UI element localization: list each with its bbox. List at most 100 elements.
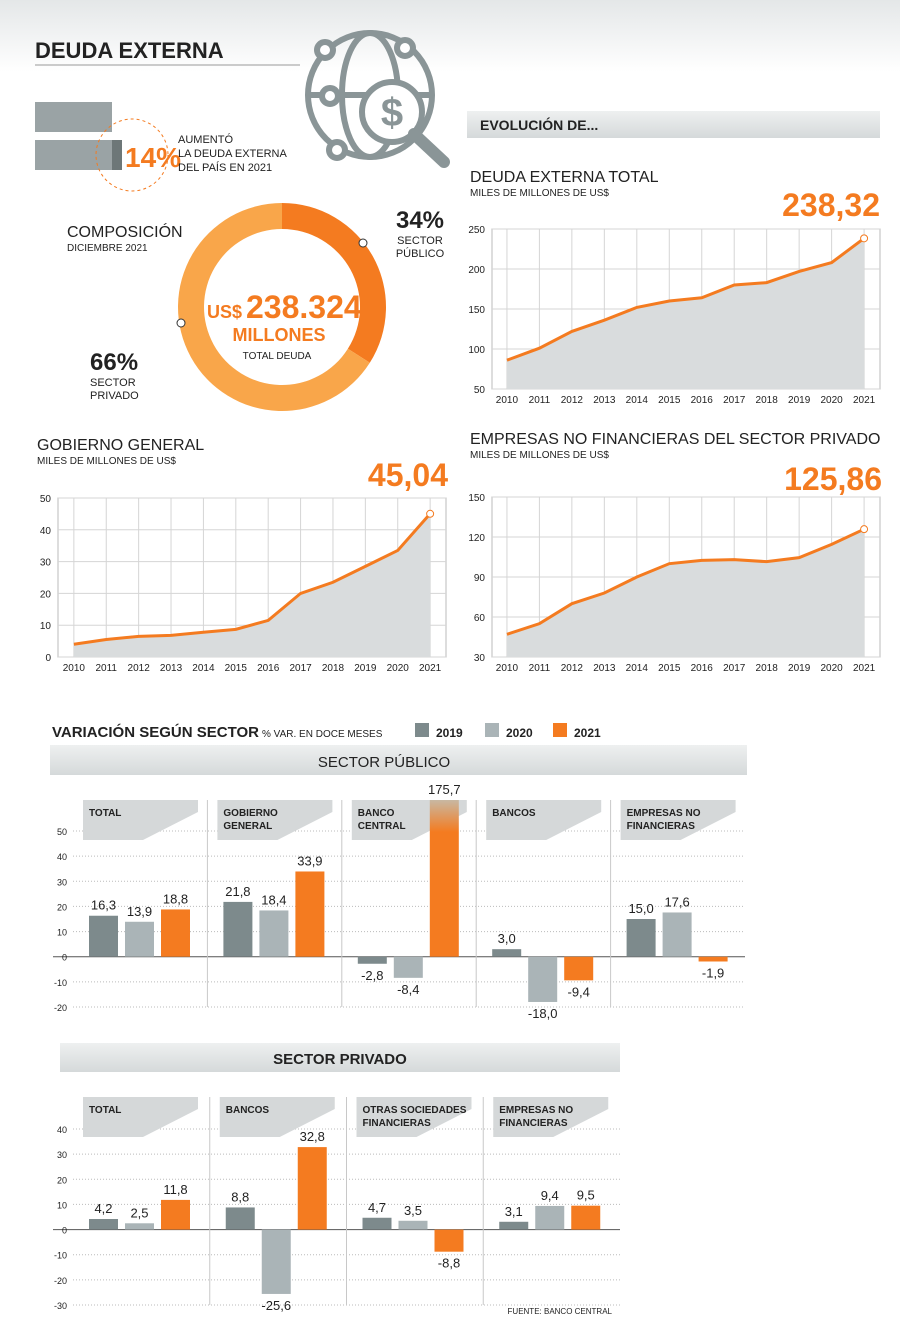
area — [506, 238, 865, 389]
deco-circle — [95, 118, 169, 192]
y-tick-label: 30 — [57, 1150, 67, 1160]
banner — [467, 111, 880, 138]
x-tick-label: 2015 — [225, 663, 248, 674]
line — [73, 512, 432, 646]
x-tick-label: 2014 — [626, 663, 649, 674]
x-tick-label: 2010 — [496, 663, 519, 674]
value-label: -18,0 — [528, 1006, 558, 1021]
category-label: BANCOS — [492, 808, 536, 819]
x-tick-label: 2014 — [192, 663, 215, 674]
bar — [571, 1205, 601, 1230]
x-tick-label: 2012 — [561, 395, 584, 406]
x-tick-label: 2018 — [756, 395, 779, 406]
category-tab — [356, 1097, 472, 1137]
chart-subtitle: MILES DE MILLONES DE US$ — [470, 188, 609, 199]
bar — [161, 1199, 190, 1230]
pointer-dot — [176, 318, 186, 328]
category-tab — [493, 1097, 609, 1137]
y-tick-label: 10 — [57, 928, 67, 938]
point — [426, 509, 435, 518]
value-label: 34% — [396, 207, 444, 234]
x-tick-label: 2021 — [853, 663, 876, 674]
x-tick-label: 2017 — [723, 395, 746, 406]
x-tick-label: 2015 — [658, 663, 681, 674]
bar — [362, 1217, 392, 1230]
y-tick-label: 90 — [474, 573, 486, 584]
value-label: 3,0 — [498, 931, 516, 946]
legend-label: 2019 — [436, 726, 463, 740]
value-label: 4,7 — [368, 1200, 386, 1215]
x-tick-label: 2019 — [354, 663, 377, 674]
y-tick-label: 10 — [40, 621, 52, 632]
highlight-label: 45,04 — [368, 457, 448, 493]
page-title: DEUDA EXTERNA — [35, 38, 224, 63]
value-label: 9,5 — [577, 1188, 595, 1203]
header-band — [0, 0, 900, 72]
chart-title: GOBIERNO GENERAL — [37, 437, 204, 454]
legend-swatch — [553, 723, 567, 737]
bar — [357, 956, 387, 964]
y-tick-label: 0 — [62, 1226, 67, 1236]
bar — [225, 1207, 255, 1230]
value-label: 32,8 — [300, 1129, 325, 1144]
bar — [499, 1221, 529, 1230]
y-tick-label: 100 — [468, 345, 485, 356]
x-tick-label: 2019 — [788, 395, 811, 406]
bar — [535, 1205, 565, 1230]
category-tab — [83, 1097, 198, 1137]
bar — [125, 921, 154, 957]
y-tick-label: 0 — [62, 953, 67, 963]
x-tick-label: 2016 — [257, 663, 280, 674]
y-tick-label: 20 — [57, 1175, 67, 1185]
category-label: TOTAL — [89, 808, 121, 819]
bar — [89, 1219, 118, 1230]
value-label: 18,8 — [163, 891, 188, 906]
x-tick-label: 2012 — [561, 663, 584, 674]
y-tick-label: 20 — [40, 589, 52, 600]
category-tab — [219, 1097, 335, 1137]
y-tick-label: -10 — [54, 1251, 67, 1261]
bar — [434, 1229, 464, 1252]
deco-bar — [112, 140, 122, 170]
y-tick-label: 10 — [57, 1200, 67, 1210]
bar — [398, 1220, 428, 1230]
category-label: EMPRESAS NO FINANCIERAS — [627, 808, 701, 832]
value-label: 175,7 — [428, 782, 461, 797]
value-label: 18,4 — [261, 892, 286, 907]
value-label: 66% — [90, 349, 138, 376]
note-line: DEL PAÍS EN 2021 — [178, 161, 272, 174]
x-tick-label: 2013 — [593, 663, 616, 674]
y-tick-label: 40 — [40, 526, 52, 537]
x-tick-label: 2017 — [723, 663, 746, 674]
x-tick-label: 2016 — [691, 663, 714, 674]
y-tick-label: 30 — [40, 558, 52, 569]
category-tab — [486, 800, 602, 840]
bar — [297, 1147, 327, 1230]
legend-label: 2020 — [506, 726, 533, 740]
source: FUENTE: BANCO CENTRAL — [508, 1307, 613, 1316]
y-tick-label: 0 — [45, 653, 51, 664]
line — [506, 237, 865, 362]
bar — [393, 956, 423, 978]
y-tick-label: 200 — [468, 265, 485, 276]
bar — [662, 912, 692, 957]
legend-swatch — [485, 723, 499, 737]
value-label: 15,0 — [628, 901, 653, 916]
value-label: 2,5 — [130, 1205, 148, 1220]
x-tick-label: 2020 — [820, 395, 843, 406]
category-label: SECTOR PRIVADO — [90, 377, 139, 402]
chart-title: EMPRESAS NO FINANCIERAS DEL SECTOR PRIVA… — [470, 431, 880, 448]
chart-title: DEUDA EXTERNA TOTAL — [470, 169, 659, 186]
value-label: 8,8 — [231, 1189, 249, 1204]
value-label: -25,6 — [261, 1298, 291, 1313]
x-tick-label: 2020 — [387, 663, 410, 674]
icon-symbol: $ — [381, 91, 403, 135]
line — [506, 527, 865, 636]
y-tick-label: 60 — [474, 613, 486, 624]
value-label: 3,5 — [404, 1203, 422, 1218]
y-tick-label: 150 — [468, 305, 485, 316]
category-label: BANCOS — [226, 1105, 270, 1116]
y-tick-label: -20 — [54, 1003, 67, 1013]
point — [860, 525, 869, 534]
bar — [295, 871, 325, 957]
